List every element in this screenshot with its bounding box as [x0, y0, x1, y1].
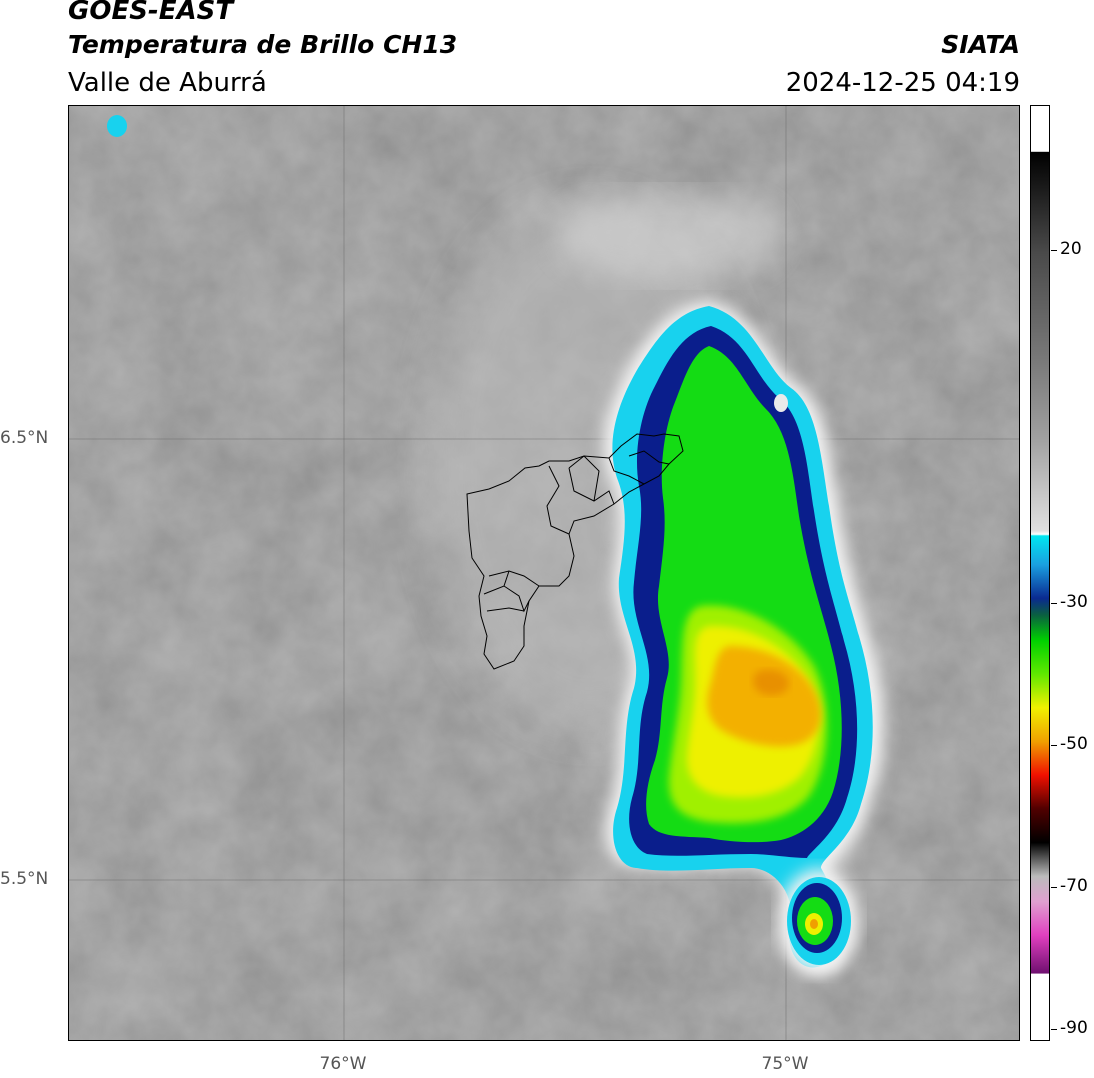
boundary-internal: [483, 585, 530, 613]
boundary-outline: [466, 433, 684, 670]
lat-label-5-5: 5.5°N: [0, 869, 49, 889]
colorbar-tick: [1051, 745, 1057, 746]
cloud-orange-core: [707, 646, 821, 747]
cloud-warm-spot: [753, 669, 790, 696]
cold-cloud-top: [107, 115, 884, 974]
map-canvas: [69, 106, 1019, 1040]
boundary-internal: [568, 455, 600, 502]
light-streak: [559, 191, 779, 281]
colorbar-label-minus90: -90: [1060, 1018, 1088, 1038]
colorbar-fill: [1031, 151, 1049, 995]
lon-label-76: 76°W: [319, 1054, 367, 1074]
colorbar-gradient: [1030, 105, 1050, 1041]
colorbar-tick: [1051, 1029, 1057, 1030]
lon-label-75: 75°W: [761, 1054, 809, 1074]
lat-label-6-5: 6.5°N: [0, 428, 49, 448]
colorbar: [1030, 105, 1050, 1041]
datetime-stamp: 2024-12-25 04:19: [785, 68, 1020, 98]
boundary-internal: [488, 570, 540, 587]
boundary-internal: [503, 570, 510, 587]
boundary-internal: [608, 457, 645, 485]
colorbar-label-20: 20: [1060, 239, 1082, 259]
brightness-temperature-map: [68, 105, 1020, 1041]
boundary-internal: [546, 465, 570, 535]
satellite-title: GOES-EAST: [68, 0, 234, 26]
cloud-clear-hole: [774, 394, 788, 412]
colorbar-label-minus30: -30: [1060, 592, 1088, 612]
boundary-internal: [486, 607, 525, 612]
colorbar-tick: [1051, 250, 1057, 251]
northwest-small-cell: [107, 115, 127, 137]
colorbar-tick: [1051, 887, 1057, 888]
colorbar-tick: [1051, 603, 1057, 604]
municipal-boundaries: [466, 433, 684, 670]
region-title: Valle de Aburrá: [68, 68, 267, 98]
boundary-internal: [628, 450, 670, 465]
colorbar-label-minus50: -50: [1060, 734, 1088, 754]
organization-name: SIATA: [941, 30, 1020, 59]
product-title: Temperatura de Brillo CH13: [68, 30, 458, 59]
colorbar-label-minus70: -70: [1060, 876, 1088, 896]
southern-cell-orange: [810, 919, 818, 929]
